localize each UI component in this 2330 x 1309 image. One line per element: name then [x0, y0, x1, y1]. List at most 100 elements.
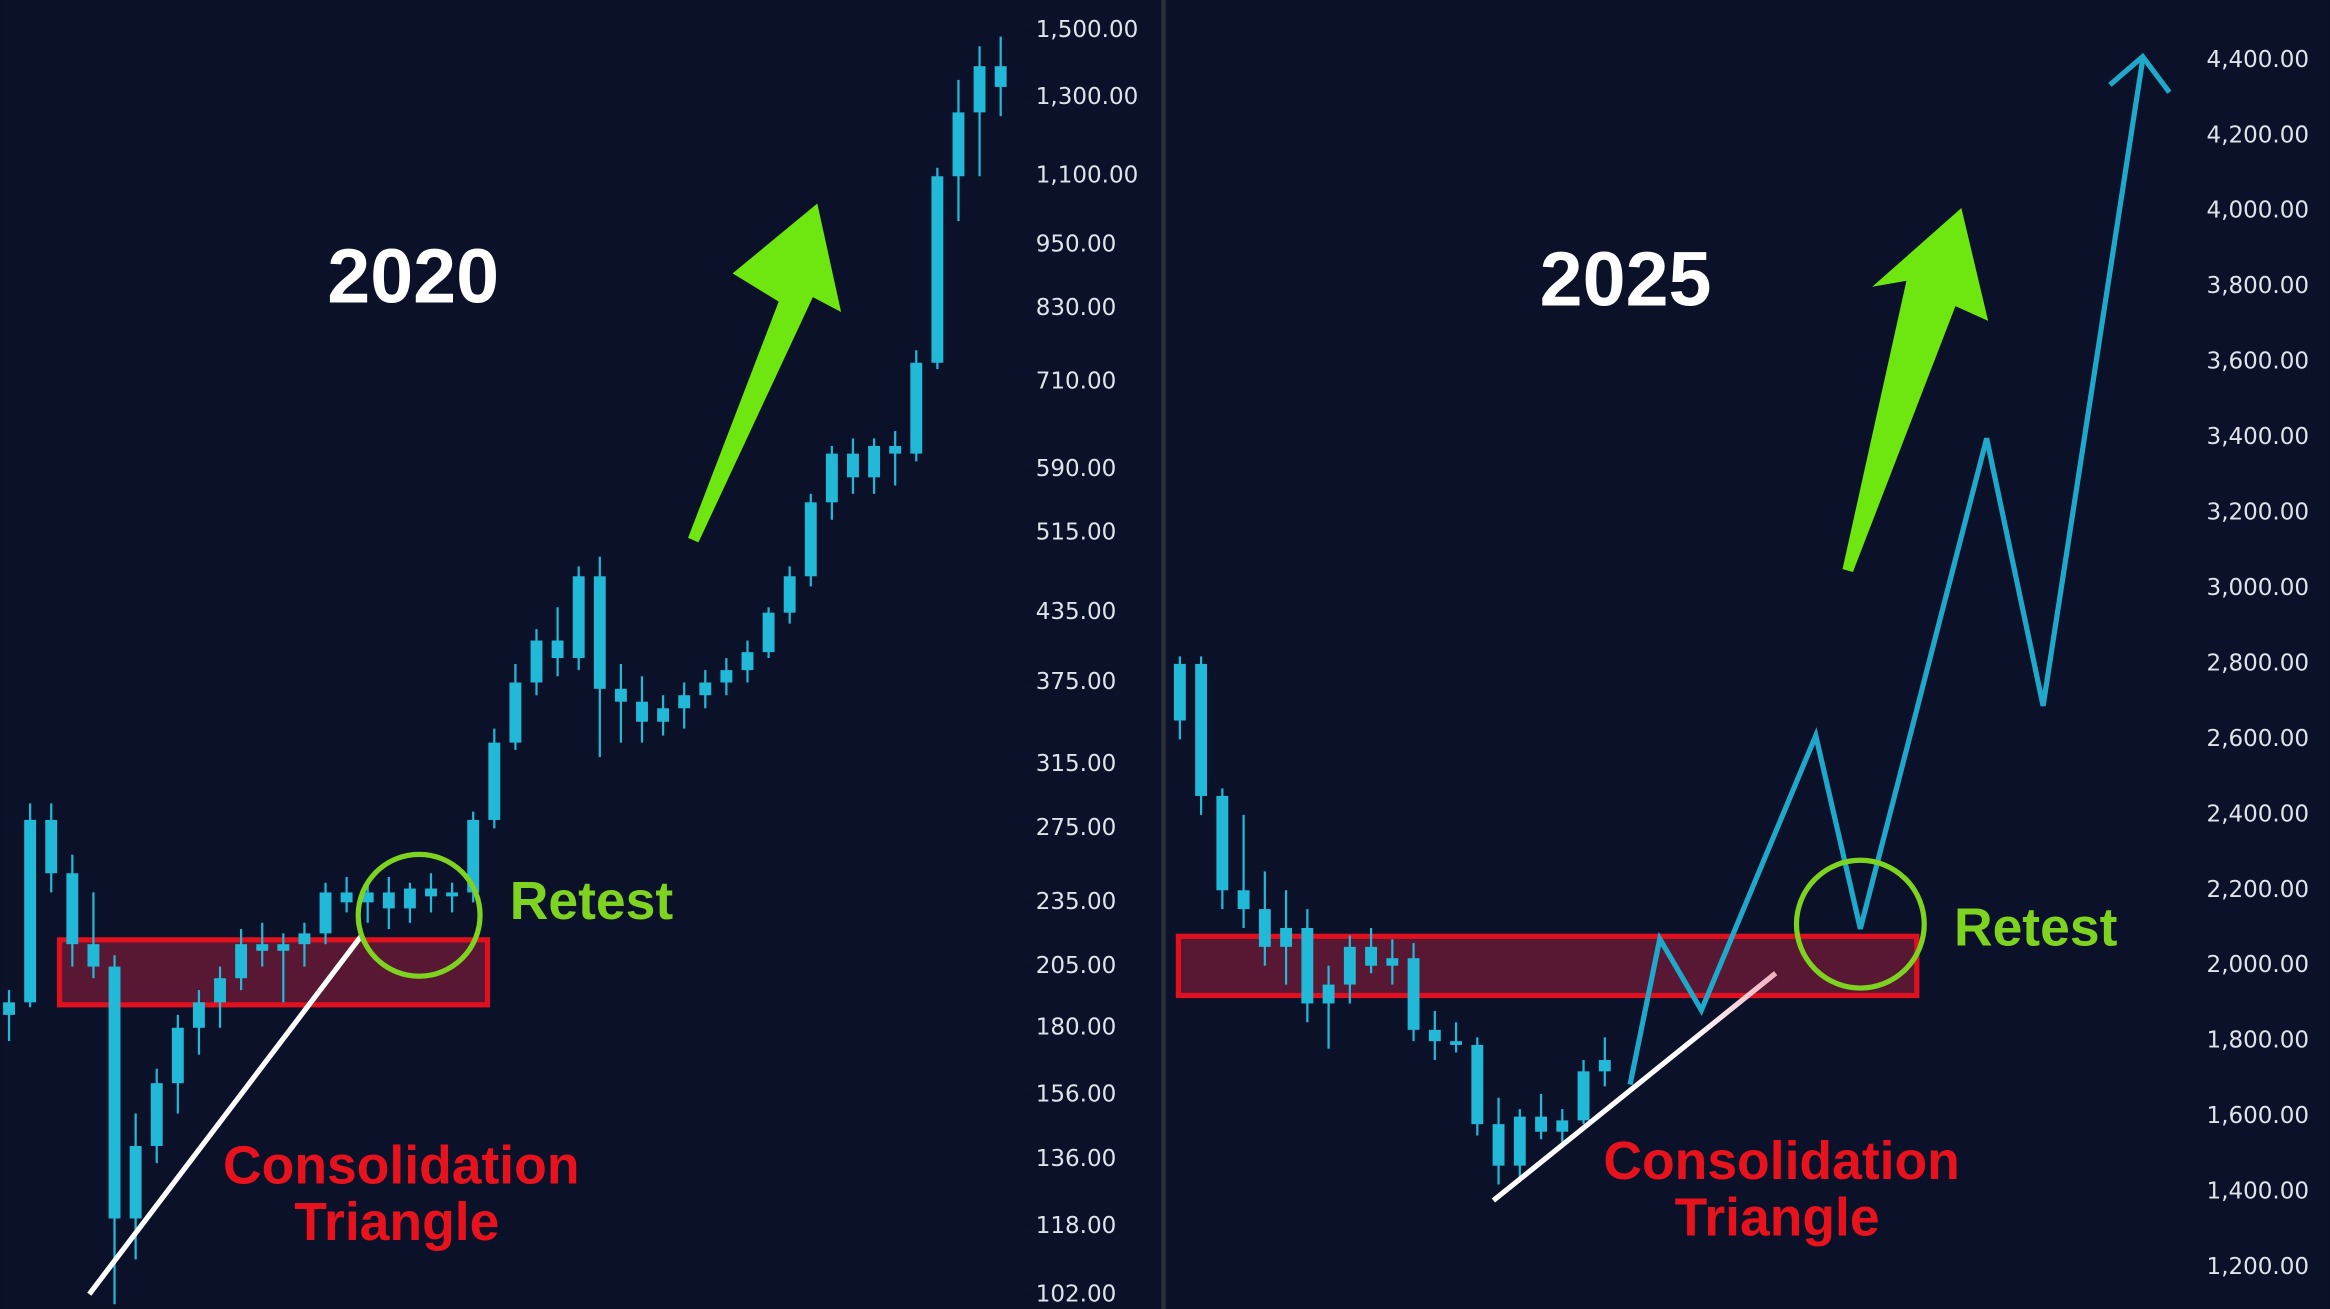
candle-body — [973, 66, 986, 113]
candle-body — [108, 966, 121, 1219]
y-tick-label: 1,200.00 — [2207, 1254, 2310, 1280]
y-tick-label: 3,800.00 — [2207, 273, 2310, 299]
y-tick-label: 1,100.00 — [1036, 163, 1139, 189]
up-arrow — [1842, 208, 1989, 573]
candle-body — [1237, 890, 1250, 910]
candle-body — [3, 1002, 15, 1015]
candle-body — [889, 445, 902, 454]
candle-body — [530, 640, 543, 683]
candle-body — [1173, 663, 1186, 721]
chart-title: 2020 — [327, 234, 499, 320]
y-tick-label: 3,000.00 — [2207, 575, 2310, 601]
projection-line — [1627, 59, 2146, 1086]
y-tick-label: 1,400.00 — [2207, 1179, 2310, 1205]
candle-body — [910, 362, 923, 454]
candle-body — [699, 682, 712, 696]
y-tick-label: 4,200.00 — [2207, 122, 2310, 148]
pattern-label: Triangle — [1675, 1188, 1880, 1247]
candle-body — [1535, 1116, 1548, 1132]
candle-body — [614, 688, 627, 702]
y-tick-label: 118.00 — [1036, 1213, 1117, 1239]
y-tick-label: 590.00 — [1036, 456, 1117, 482]
candle-body — [1598, 1060, 1611, 1072]
candle-body — [804, 502, 817, 577]
candle-body — [1365, 946, 1378, 966]
y-tick-label: 3,400.00 — [2207, 424, 2310, 450]
candle-body — [467, 819, 480, 893]
trend-line — [87, 934, 364, 1296]
candle-body — [1258, 909, 1271, 947]
y-tick-label: 102.00 — [1036, 1281, 1117, 1307]
y-tick-label: 375.00 — [1036, 669, 1117, 695]
y-tick-label: 2,000.00 — [2207, 952, 2310, 978]
candle-body — [868, 445, 881, 478]
candle-body — [1386, 958, 1399, 966]
pattern-label: Consolidation — [1603, 1132, 1959, 1191]
y-tick-label: 180.00 — [1036, 1014, 1117, 1040]
y-tick-label: 1,500.00 — [1036, 17, 1139, 43]
candle-body — [403, 888, 416, 909]
y-tick-label: 3,200.00 — [2207, 500, 2310, 526]
pattern-label: Consolidation — [223, 1136, 579, 1195]
retest-circle — [355, 851, 483, 979]
candle-body — [150, 1083, 163, 1146]
y-tick-label: 830.00 — [1036, 295, 1117, 321]
y-tick-label: 1,800.00 — [2207, 1028, 2310, 1054]
candle-body — [678, 695, 691, 709]
chart-title: 2025 — [1540, 237, 1712, 323]
candle-body — [1343, 946, 1356, 985]
candle-body — [129, 1145, 142, 1219]
candle-body — [762, 612, 775, 653]
y-tick-label: 950.00 — [1036, 232, 1117, 258]
y-tick-label: 136.00 — [1036, 1146, 1117, 1172]
y-tick-label: 2,400.00 — [2207, 801, 2310, 827]
candle-body — [87, 944, 100, 967]
y-tick-label: 275.00 — [1036, 815, 1117, 841]
candle-body — [488, 742, 501, 820]
candle-body — [256, 944, 269, 951]
support-zone — [56, 937, 491, 1008]
candle-body — [931, 176, 944, 363]
trend-line — [1491, 971, 1778, 1203]
marks: 1,500.00 1,300.00 1,100.00 950.00 830.00 710.… — [3, 17, 2310, 1307]
candle-body — [636, 701, 648, 722]
candle-body — [298, 933, 311, 945]
candle-body — [1556, 1120, 1569, 1132]
candle-body — [1322, 984, 1335, 1004]
candle-body — [361, 892, 374, 903]
candle-body — [783, 576, 796, 613]
y-tick-label: 435.00 — [1036, 599, 1117, 625]
candle-body — [825, 453, 838, 503]
y-tick-label: 4,400.00 — [2207, 47, 2310, 73]
candle-body — [657, 708, 670, 722]
candle-body — [1301, 927, 1314, 1004]
retest-label: Retest — [1954, 899, 2118, 958]
candle-body — [1216, 795, 1229, 891]
candle-body — [66, 873, 79, 945]
candle-body — [277, 944, 290, 951]
retest-label: Retest — [510, 872, 674, 931]
candle-body — [720, 670, 733, 683]
candle-body — [1471, 1044, 1484, 1125]
candle-body — [1492, 1124, 1505, 1166]
candle-body — [1407, 958, 1420, 1030]
candle-body — [593, 576, 606, 689]
up-arrow — [688, 203, 842, 543]
candle-body — [952, 112, 965, 177]
candle-body — [214, 978, 226, 1003]
projection-arrowhead — [2108, 52, 2172, 94]
y-tick-label: 235.00 — [1036, 889, 1117, 915]
candle-body — [994, 66, 1007, 87]
candle-body — [382, 892, 395, 909]
candle-body — [1280, 927, 1293, 947]
y-tick-label: 710.00 — [1036, 369, 1117, 395]
y-tick-label: 3,600.00 — [2207, 349, 2310, 375]
candle-body — [1577, 1071, 1590, 1121]
candle-body — [192, 1002, 205, 1028]
pattern-label: Triangle — [294, 1193, 499, 1252]
y-tick-label: 2,800.00 — [2207, 650, 2310, 676]
candle-body — [1450, 1041, 1463, 1045]
candle-body — [446, 892, 459, 897]
